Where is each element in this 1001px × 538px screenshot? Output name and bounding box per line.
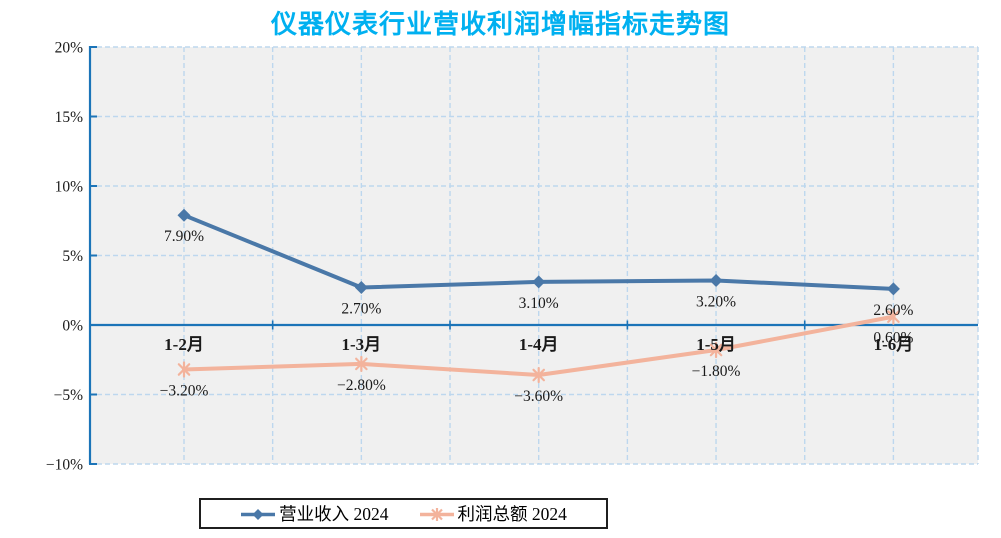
- marker-stroke: [177, 363, 191, 376]
- data-point-marker: [532, 275, 546, 289]
- data-point-marker: [355, 355, 368, 373]
- data-point-label: −3.20%: [160, 382, 209, 399]
- y-axis-label: 20%: [55, 40, 84, 57]
- legend-marker-revenue-icon: [241, 508, 276, 520]
- data-point-marker: [709, 274, 723, 288]
- data-point-marker: [886, 282, 900, 296]
- y-axis-label: −10%: [46, 457, 83, 474]
- data-point-label: 3.10%: [519, 295, 559, 312]
- legend-label-profit: 利润总额 2024: [457, 504, 567, 524]
- data-point-marker: [532, 366, 546, 384]
- x-axis-label: 1-2月: [164, 335, 204, 354]
- y-axis-label: 5%: [62, 248, 83, 265]
- marker-stroke: [709, 343, 723, 357]
- data-point-marker: [709, 341, 723, 359]
- legend-item-profit: 利润总额 2024: [419, 501, 567, 526]
- legend: 营业收入 2024 利润总额 2024: [199, 498, 608, 529]
- legend-item-revenue: 营业收入 2024: [240, 501, 389, 526]
- data-point-label: 2.60%: [873, 302, 913, 319]
- marker-stroke: [532, 368, 546, 382]
- legend-asterisk-marker-icon: [430, 508, 443, 520]
- legend-diamond-marker-icon: [252, 508, 264, 520]
- data-point-marker: [177, 208, 191, 222]
- x-axis-label: 1-5月: [696, 335, 736, 354]
- data-point-label: −2.80%: [337, 377, 386, 394]
- marker-stroke: [887, 310, 900, 323]
- plot-svg: 20% 15% 10% 5% 0% −5% −10% 1-2月 1-3月 1-4月 1-5月 1-6月…: [46, 40, 979, 474]
- data-point-label: 0.60%: [873, 330, 913, 347]
- data-point-label: −3.60%: [514, 388, 563, 405]
- data-point-label: 2.70%: [341, 300, 381, 317]
- data-point-label: 3.20%: [696, 294, 736, 311]
- data-point-marker: [177, 361, 191, 378]
- legend-marker-profit-icon: [419, 507, 454, 521]
- chart-title: 仪器仪表行业营收利润增幅指标走势图: [270, 9, 730, 39]
- data-point-label: 7.90%: [164, 228, 204, 245]
- marker-stroke: [355, 357, 368, 371]
- y-axis-label: 0%: [62, 318, 83, 335]
- y-axis-label: 15%: [55, 109, 84, 126]
- y-axis-label: −5%: [54, 387, 83, 404]
- data-point-label: −1.80%: [692, 363, 741, 380]
- data-point-marker: [354, 280, 368, 294]
- data-point-marker: [887, 308, 900, 325]
- x-axis-label: 1-4月: [519, 335, 559, 354]
- y-axis-label: 10%: [55, 179, 84, 196]
- x-axis-label: 1-3月: [342, 335, 382, 354]
- x-axis-label: 1-6月: [874, 335, 914, 354]
- legend-label-revenue: 营业收入 2024: [279, 504, 389, 524]
